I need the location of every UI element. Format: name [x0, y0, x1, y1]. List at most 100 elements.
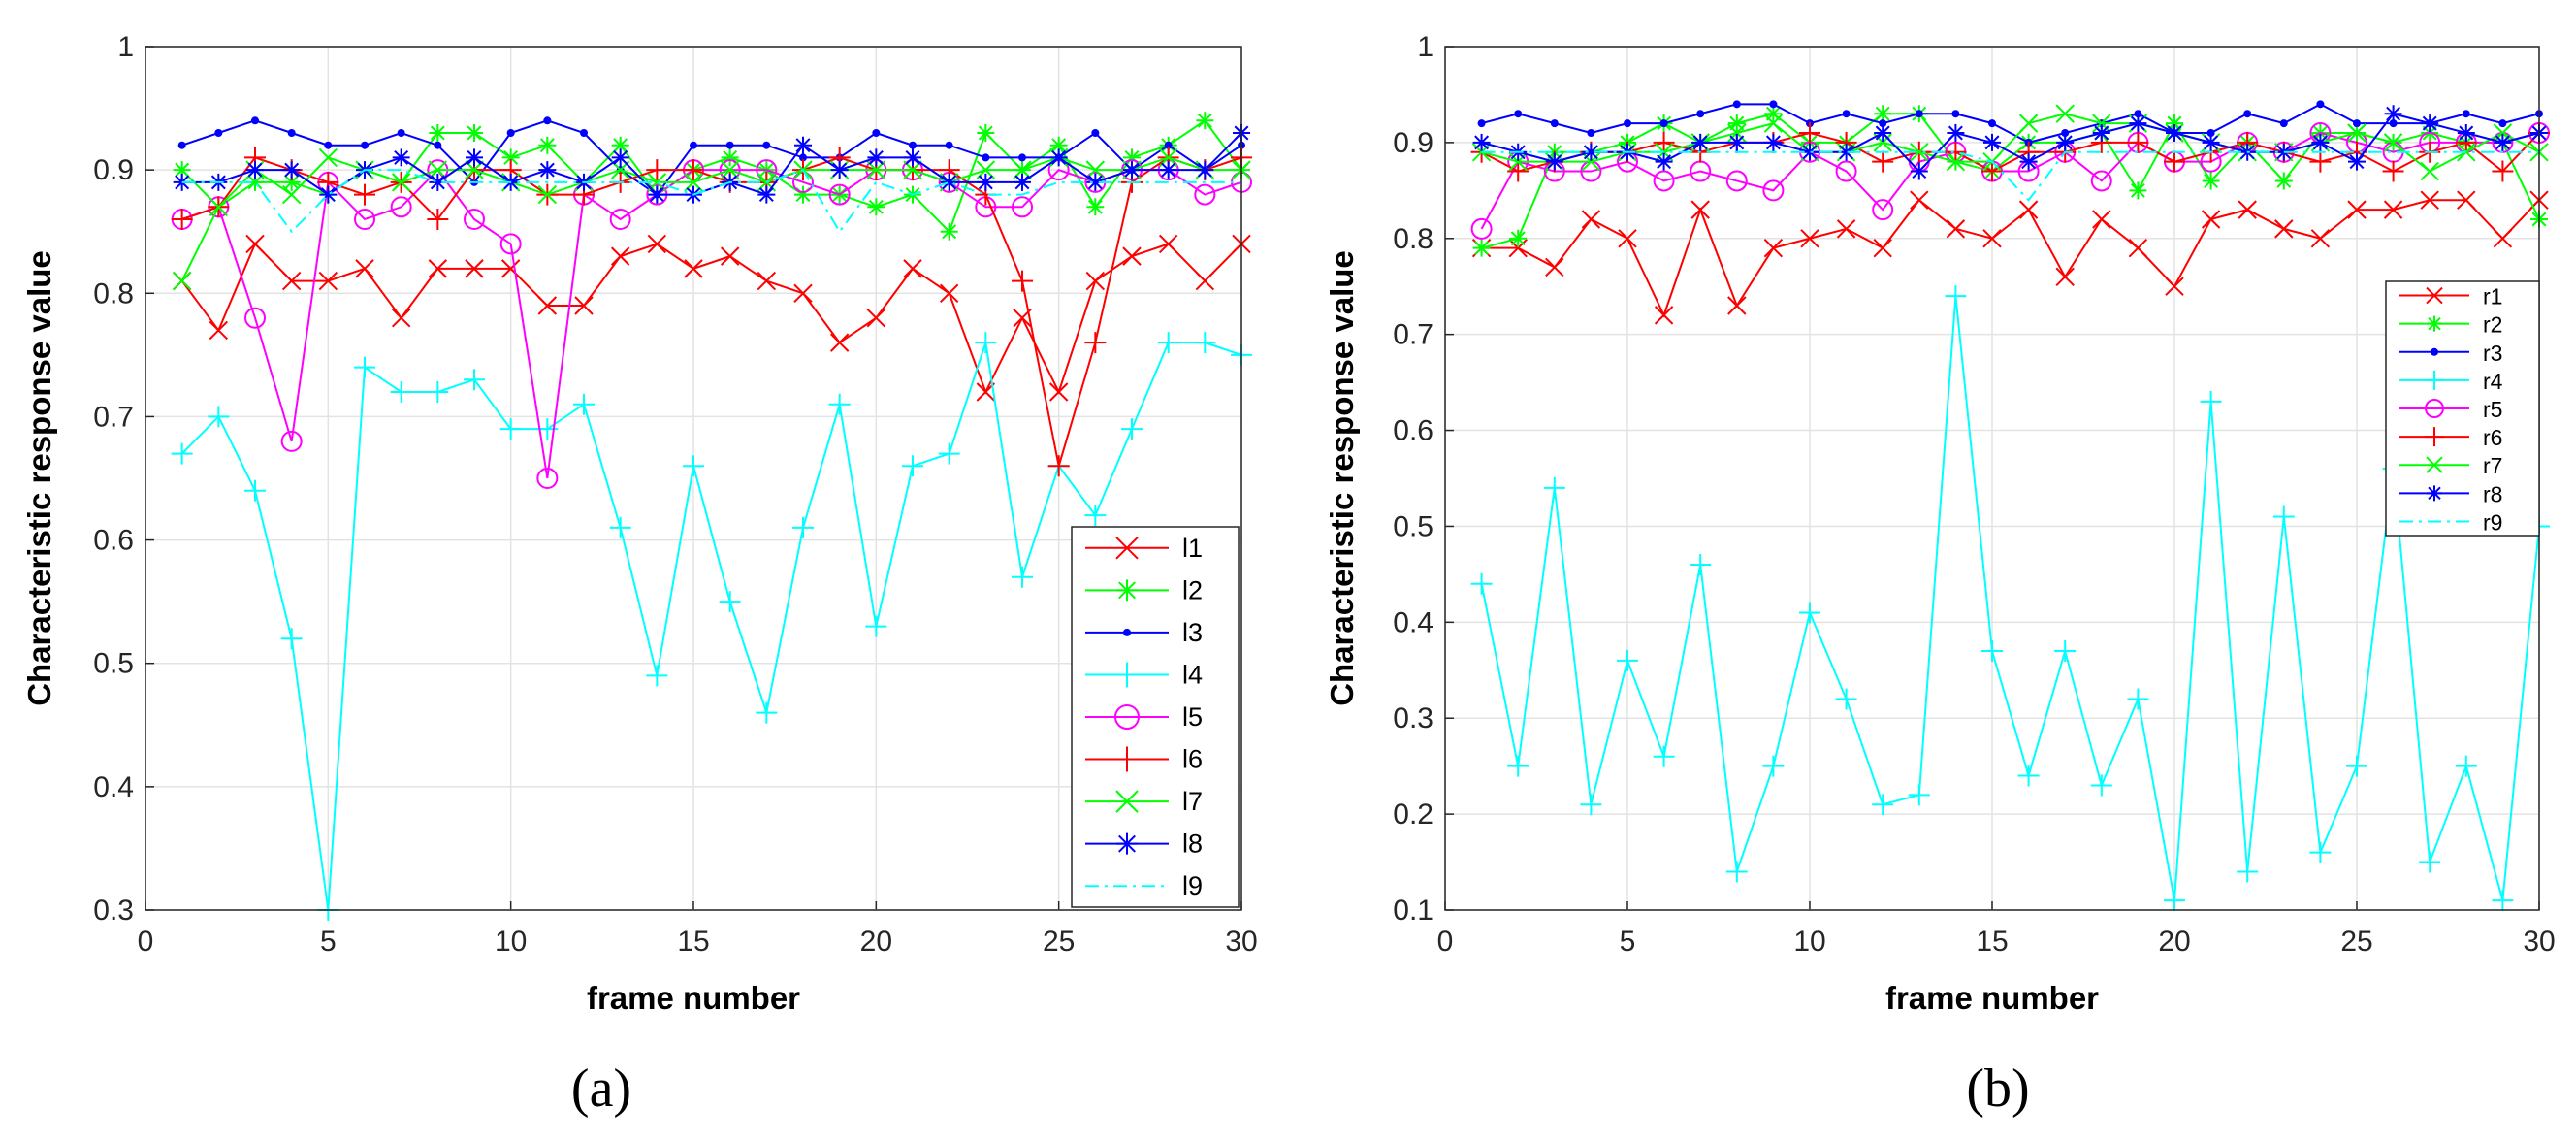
point-l1-28: [1158, 234, 1178, 254]
legend-label-r9: r9: [2483, 509, 2502, 535]
point-r6-15: [1981, 160, 2003, 182]
legend-marker-r2: [2427, 315, 2442, 332]
point-l8-24: [1014, 173, 1031, 191]
panel-b-x-tick-label: 30: [2523, 926, 2555, 958]
panel-a-y-tick-label: 0.4: [93, 771, 134, 803]
point-l8-5: [319, 185, 338, 204]
panel-b-caption: (b): [1966, 1059, 2029, 1119]
legend-label-r2: r2: [2483, 312, 2502, 338]
point-l3-7: [397, 129, 405, 137]
point-l4-21: [902, 455, 923, 477]
point-r7-25: [2347, 123, 2367, 143]
point-r1-21: [2201, 210, 2221, 229]
point-l8-7: [392, 148, 410, 167]
panel-b-x-axis-label: frame number: [1885, 980, 2099, 1016]
point-l3-12: [580, 129, 588, 137]
point-r4-23: [2272, 505, 2295, 528]
point-r3-28: [2462, 110, 2470, 118]
point-l3-24: [1018, 153, 1026, 162]
point-r7-2: [1508, 151, 1528, 172]
point-r3-12: [1879, 119, 1887, 128]
point-l1-7: [391, 309, 411, 328]
point-r1-4: [1581, 210, 1601, 229]
panel-b-series-r8: [1472, 105, 2548, 180]
point-r4-8: [1725, 861, 1748, 883]
point-r5-12: [1872, 199, 1894, 221]
point-l2-22: [940, 222, 958, 241]
panel-b-y-tick-label: 0.9: [1393, 127, 1433, 159]
panel-a-series-l4: [171, 332, 1252, 921]
point-r8-19: [2129, 114, 2147, 133]
point-l2-11: [538, 136, 557, 154]
point-r7-26: [2383, 133, 2403, 152]
point-r8-21: [2202, 133, 2220, 151]
point-l4-17: [756, 701, 778, 724]
point-r1-28: [2457, 190, 2476, 210]
series-line-r4: [1480, 296, 2540, 901]
point-l4-16: [719, 591, 741, 613]
point-l8-13: [611, 148, 629, 167]
point-r8-23: [2274, 143, 2293, 161]
point-r8-14: [1947, 124, 1965, 142]
panel-a-caption: (a): [571, 1059, 631, 1119]
point-l8-18: [794, 136, 812, 154]
point-l2-23: [977, 124, 995, 142]
panel-a-axes-box: [145, 46, 1242, 911]
panel-a-x-tick-label: 0: [138, 926, 154, 958]
legend-marker-l6: [1114, 746, 1140, 772]
point-l4-22: [938, 442, 960, 465]
point-l4-1: [171, 442, 193, 465]
point-l2-10: [501, 148, 520, 167]
legend-label-l5: l5: [1182, 702, 1203, 732]
point-r1-13: [1910, 190, 1929, 210]
point-l5-7: [390, 196, 412, 218]
point-r5-8: [1725, 170, 1748, 192]
point-r7-27: [2420, 161, 2439, 181]
point-r3-1: [1477, 119, 1486, 128]
point-r1-12: [1873, 238, 1892, 258]
point-l8-3: [246, 161, 264, 179]
point-r7-14: [1946, 151, 1966, 172]
point-r5-9: [1762, 179, 1785, 202]
point-l4-20: [865, 615, 887, 637]
point-l1-16: [720, 246, 740, 266]
panel-b-y-tick-label: 0.5: [1393, 510, 1433, 542]
point-l6-14: [646, 159, 668, 181]
point-l3-3: [251, 116, 259, 125]
legend-label-r7: r7: [2483, 453, 2502, 478]
point-l6-8: [427, 209, 449, 230]
panel-b-series-r1: [1471, 190, 2549, 325]
point-l8-22: [940, 173, 958, 191]
panel-a-legend: l1 l2 l3 l4 l5 l6 l7 l8 l9: [1071, 526, 1240, 908]
panel-a-series-l9: [181, 168, 1241, 234]
point-l1-26: [1085, 271, 1106, 291]
legend-label-r3: r3: [2483, 341, 2502, 366]
point-l8-21: [904, 148, 921, 167]
point-r8-25: [2348, 152, 2366, 171]
legend-label-l9: l9: [1182, 871, 1203, 900]
point-l3-16: [725, 141, 734, 149]
point-r6-29: [2492, 160, 2514, 182]
series-line-l1: [180, 242, 1242, 395]
point-l2-26: [1086, 198, 1105, 216]
point-l1-6: [355, 259, 374, 278]
legend-marker-r1: [2426, 286, 2443, 305]
series-line-r3: [1481, 103, 2540, 144]
panel-b-chart: 0 5 10 15 20 25 30 0.1 0.2 0.3 0.4 0.5 0.6 0.7 0.8 0.9 1…: [1324, 31, 2556, 1016]
legend-marker-l3: [1123, 628, 1131, 636]
panel-a-y-tick-label: 1: [117, 31, 134, 63]
point-l4-4: [280, 628, 303, 650]
series-line-r8: [1481, 113, 2540, 174]
point-r1-14: [1946, 219, 1966, 239]
point-r2-12: [1874, 105, 1892, 123]
point-r1-15: [1982, 229, 2002, 248]
point-l6-25: [1047, 455, 1070, 477]
panel-b-y-tick-label: 0.4: [1393, 606, 1433, 638]
panel-a-series-l1: [172, 234, 1251, 402]
point-r4-29: [2492, 890, 2514, 912]
point-l1-15: [684, 259, 703, 278]
legend-marker-r6: [2425, 427, 2444, 447]
point-l7-1: [172, 271, 192, 291]
point-r6-2: [1507, 160, 1530, 182]
point-r8-28: [2457, 124, 2475, 142]
